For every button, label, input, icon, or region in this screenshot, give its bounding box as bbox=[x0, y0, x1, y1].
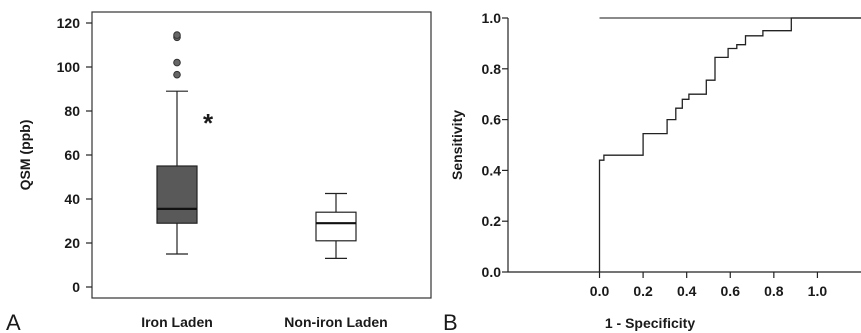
roc-x-axis-title: 1 - Specificity bbox=[605, 315, 695, 331]
box-outlier-point bbox=[173, 58, 181, 67]
roc-y-tick-label: 0.0 bbox=[482, 264, 502, 280]
boxplot-y-tick-label: 60 bbox=[64, 147, 80, 163]
significance-asterisk: * bbox=[203, 108, 214, 138]
box-interquartile bbox=[156, 165, 198, 224]
boxplot-y-tick-label: 0 bbox=[72, 279, 80, 295]
roc-x-tick-label: 0.4 bbox=[677, 283, 697, 299]
roc-y-tick-label: 1.0 bbox=[482, 10, 502, 26]
roc-y-tick-label: 0.8 bbox=[482, 61, 502, 77]
box-interquartile bbox=[315, 211, 357, 242]
roc-panel: Sensitivity 1 - Specificity B 0.0 0.2 0.4 0… bbox=[443, 10, 861, 333]
roc-y-tick-label: 0.2 bbox=[482, 213, 502, 229]
roc-x-tick-label: 0.6 bbox=[721, 283, 741, 299]
roc-y-axis-title: Sensitivity bbox=[449, 110, 465, 180]
boxplot-frame bbox=[91, 11, 432, 299]
boxplot-y-tick-label: 100 bbox=[57, 59, 81, 75]
roc-y-tick-label: 0.4 bbox=[482, 162, 502, 178]
roc-x-tick-label: 1.0 bbox=[808, 283, 828, 299]
roc-x-tick-label: 0.0 bbox=[590, 283, 610, 299]
boxplot-category-label: Iron Laden bbox=[141, 314, 213, 330]
boxplot-y-tick-label: 20 bbox=[64, 235, 80, 251]
panel-label-b: B bbox=[443, 310, 458, 333]
panel-label-a: A bbox=[6, 310, 21, 333]
boxplot-category-label: Non-iron Laden bbox=[284, 314, 387, 330]
boxplot-panel: QSM (ppb) A 0 20 40 60 80 100 120 Iron Laden No… bbox=[6, 11, 432, 333]
box-outlier-point bbox=[173, 31, 181, 39]
roc-x-tick-label: 0.8 bbox=[764, 283, 784, 299]
boxplot-y-tick-label: 120 bbox=[57, 15, 81, 31]
roc-curve bbox=[598, 17, 861, 272]
roc-y-tick-label: 0.6 bbox=[482, 112, 502, 128]
roc-x-tick-label: 0.2 bbox=[633, 283, 653, 299]
box-outlier-point bbox=[173, 70, 181, 79]
boxplot-y-tick-label: 40 bbox=[64, 191, 80, 207]
boxplot-y-axis-title: QSM (ppb) bbox=[17, 120, 33, 191]
boxplot-y-tick-label: 80 bbox=[64, 103, 80, 119]
